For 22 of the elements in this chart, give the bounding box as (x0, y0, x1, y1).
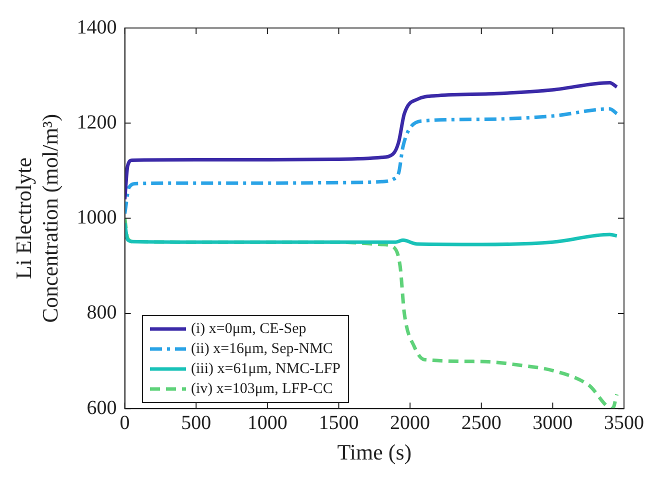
legend-label: (ii) x=16μm, Sep-NMC (191, 340, 333, 359)
y-tick-label: 1000 (76, 206, 117, 229)
x-tick-label: 1500 (318, 412, 359, 434)
x-tick-label: 2500 (461, 412, 502, 434)
legend-label: (iii) x=61μm, NMC-LFP (191, 360, 340, 379)
x-axis-title: Time (s) (337, 440, 412, 465)
x-tick-label: 0 (120, 412, 130, 434)
legend-label: (i) x=0μm, CE-Sep (191, 320, 306, 339)
x-tick-label: 2000 (390, 412, 430, 434)
y-tick-label: 800 (86, 302, 117, 324)
y-axis-title: Li Electrolyte Concentration (mol/m³) (10, 114, 62, 323)
y-tick-label: 1400 (76, 16, 117, 38)
x-tick-label: 3500 (604, 412, 644, 434)
line-series (124, 107, 619, 216)
y-tick-label: 600 (86, 396, 117, 419)
x-tick-label: 1000 (247, 412, 288, 434)
line-series (124, 221, 619, 246)
y-tick-label: 1200 (76, 111, 117, 134)
x-tick-label: 500 (181, 412, 212, 434)
x-tick-label: 3000 (532, 412, 573, 434)
line-series (124, 80, 619, 202)
legend-label: (iv) x=103μm, LFP-CC (191, 380, 333, 399)
